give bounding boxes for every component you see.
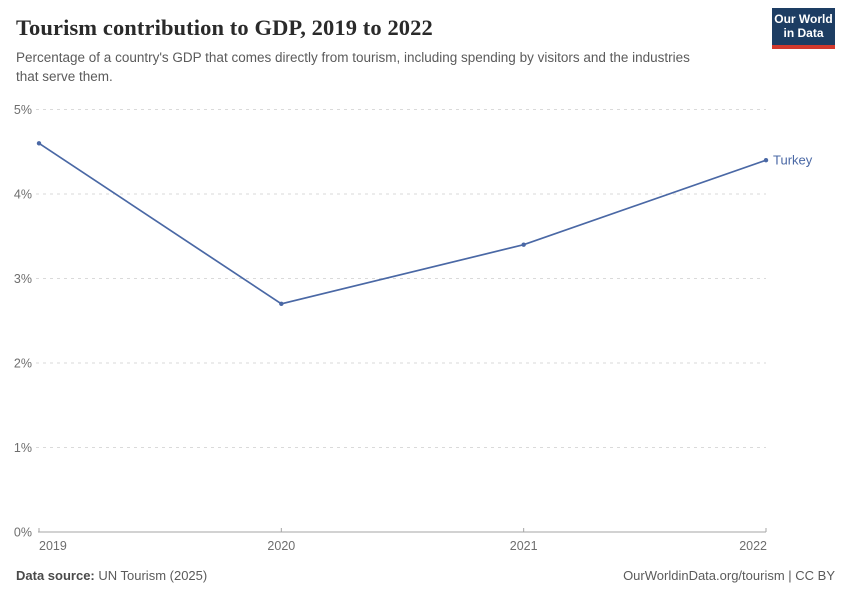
data-point-turkey-2022[interactable] <box>763 158 769 163</box>
owid-logo-line2: in Data <box>783 25 824 40</box>
y-axis-label-5pct: 5% <box>14 103 32 117</box>
x-axis-label-2021: 2021 <box>510 539 538 553</box>
x-axis-label-2020: 2020 <box>267 539 295 553</box>
data-source-value: UN Tourism (2025) <box>94 568 208 583</box>
y-axis-label-1pct: 1% <box>14 441 32 455</box>
y-axis-label-4pct: 4% <box>14 188 32 202</box>
owid-logo[interactable]: Our World in Data <box>772 8 835 49</box>
y-axis-label-0pct: 0% <box>14 526 32 540</box>
line-chart[interactable]: 0% 1% 2% 3% 4% 5% 2019 2020 2021 2022 Turkey <box>0 95 850 565</box>
x-axis-label-2019: 2019 <box>39 539 67 553</box>
data-point-turkey-2021[interactable] <box>521 242 526 247</box>
chart-header: Tourism contribution to GDP, 2019 to 202… <box>0 0 850 95</box>
data-point-turkey-2020[interactable] <box>279 301 284 307</box>
x-axis-label-2022: 2022 <box>739 539 767 553</box>
y-axis-label-2pct: 2% <box>14 357 32 371</box>
entity-label-turkey[interactable]: Turkey <box>773 153 813 168</box>
owid-logo-line1: Our World <box>774 11 833 26</box>
page-title: Tourism contribution to GDP, 2019 to 202… <box>16 15 433 40</box>
data-point-turkey-2019[interactable] <box>36 141 42 146</box>
data-source-label: Data source: <box>16 568 95 583</box>
chart-footer: Data source: UN Tourism (2025) OurWorldi… <box>16 568 835 583</box>
chart-subtitle: Percentage of a country's GDP that comes… <box>16 50 690 85</box>
license-link[interactable]: OurWorldinData.org/tourism | CC BY <box>623 568 835 583</box>
data-source: Data source: UN Tourism (2025) <box>16 568 207 583</box>
series-line-turkey[interactable] <box>38 142 767 305</box>
y-axis-label-3pct: 3% <box>14 272 32 286</box>
